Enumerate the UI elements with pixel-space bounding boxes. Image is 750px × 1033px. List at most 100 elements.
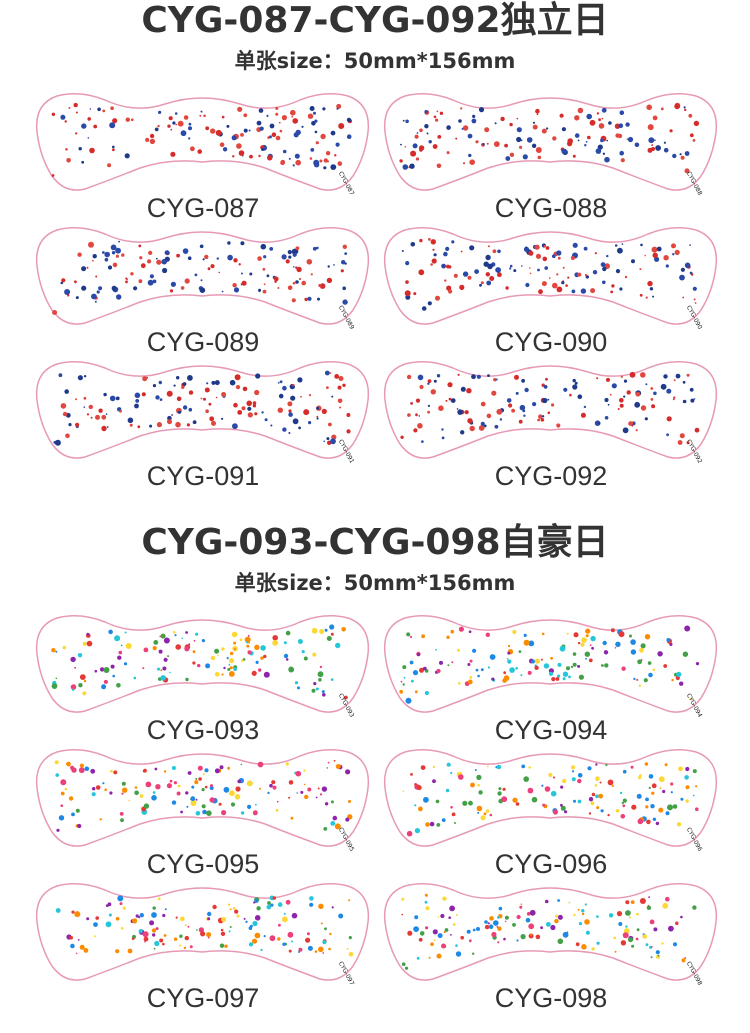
- decoration: [267, 155, 273, 161]
- decoration: [442, 896, 447, 901]
- decoration: [151, 928, 157, 933]
- decoration: [414, 828, 420, 834]
- decoration: [155, 395, 160, 400]
- decoration: [648, 774, 654, 779]
- decoration: [295, 280, 299, 284]
- decoration: [493, 920, 499, 926]
- decoration: [477, 783, 480, 787]
- decoration: [601, 107, 607, 113]
- decoration: [151, 912, 157, 918]
- decoration: [456, 913, 458, 916]
- decoration: [571, 770, 575, 773]
- decoration: [281, 115, 287, 121]
- decoration: [439, 111, 444, 115]
- decoration: [104, 251, 110, 258]
- decoration: [160, 675, 166, 681]
- decoration: [187, 771, 192, 775]
- decoration: [102, 251, 105, 254]
- decoration: [506, 658, 509, 660]
- decoration: [574, 381, 578, 385]
- decoration: [643, 678, 648, 683]
- decoration: [646, 104, 652, 111]
- decoration: [435, 118, 439, 122]
- decoration: [121, 792, 124, 795]
- decoration: [133, 676, 137, 680]
- decoration: [328, 422, 332, 427]
- decoration: [485, 632, 490, 637]
- decoration: [557, 662, 562, 667]
- decoration: [204, 768, 209, 773]
- decoration: [468, 153, 472, 158]
- decoration: [212, 904, 217, 910]
- sticker-outline: [383, 615, 718, 713]
- decoration: [249, 924, 253, 928]
- decoration: [315, 796, 318, 799]
- decoration: [657, 651, 663, 657]
- decoration: [431, 258, 437, 264]
- decoration: [189, 945, 193, 949]
- decoration: [485, 809, 490, 813]
- sticker-label: CYG-089: [147, 327, 260, 357]
- decoration: [176, 253, 181, 258]
- decoration: [519, 404, 526, 411]
- decoration: [589, 644, 592, 647]
- decoration: [346, 117, 352, 123]
- decoration: [567, 276, 570, 279]
- decoration: [402, 683, 405, 686]
- decoration: [663, 141, 666, 144]
- decoration: [173, 937, 178, 941]
- section-subtitle: 单张size：50mm*156mm: [235, 49, 516, 73]
- decoration: [441, 436, 445, 440]
- decoration: [152, 906, 156, 910]
- decoration: [316, 246, 319, 250]
- decoration: [221, 647, 225, 651]
- decoration: [573, 913, 576, 917]
- decoration: [214, 671, 220, 677]
- decoration: [222, 147, 228, 152]
- decoration: [562, 677, 566, 681]
- decoration: [535, 147, 542, 153]
- decoration: [55, 650, 58, 653]
- decoration: [468, 800, 473, 806]
- decoration: [266, 904, 272, 910]
- decoration: [692, 794, 695, 797]
- decoration: [652, 668, 656, 672]
- decoration: [118, 650, 123, 655]
- decoration: [561, 281, 565, 285]
- decoration: [229, 790, 235, 797]
- decoration: [66, 158, 71, 163]
- decoration: [675, 373, 681, 379]
- decoration: [344, 252, 348, 255]
- sticker: CYG-094: [383, 615, 718, 719]
- decoration: [102, 109, 106, 113]
- decoration: [149, 138, 156, 145]
- decoration: [619, 150, 624, 156]
- decoration: [580, 412, 586, 418]
- sticker: CYG-087: [35, 93, 370, 197]
- decoration: [460, 386, 466, 392]
- decoration: [312, 246, 317, 251]
- decoration: [672, 942, 678, 947]
- decoration: [418, 806, 423, 812]
- decoration: [167, 415, 172, 421]
- decoration: [513, 269, 517, 273]
- decoration: [441, 263, 446, 269]
- decoration: [264, 418, 268, 422]
- decoration: [310, 148, 315, 152]
- sticker-label: CYG-094: [495, 715, 608, 745]
- decoration: [497, 941, 500, 944]
- decoration: [221, 917, 227, 922]
- decoration: [99, 818, 102, 821]
- decoration: [532, 124, 538, 130]
- decoration: [183, 946, 187, 950]
- decoration: [571, 289, 576, 294]
- decoration: [636, 793, 642, 799]
- decoration: [400, 680, 403, 683]
- decoration: [689, 133, 694, 138]
- decoration: [619, 287, 623, 291]
- decoration: [483, 424, 487, 428]
- decoration: [93, 124, 98, 129]
- decoration: [68, 106, 71, 109]
- decoration: [238, 150, 245, 156]
- decoration: [585, 634, 589, 638]
